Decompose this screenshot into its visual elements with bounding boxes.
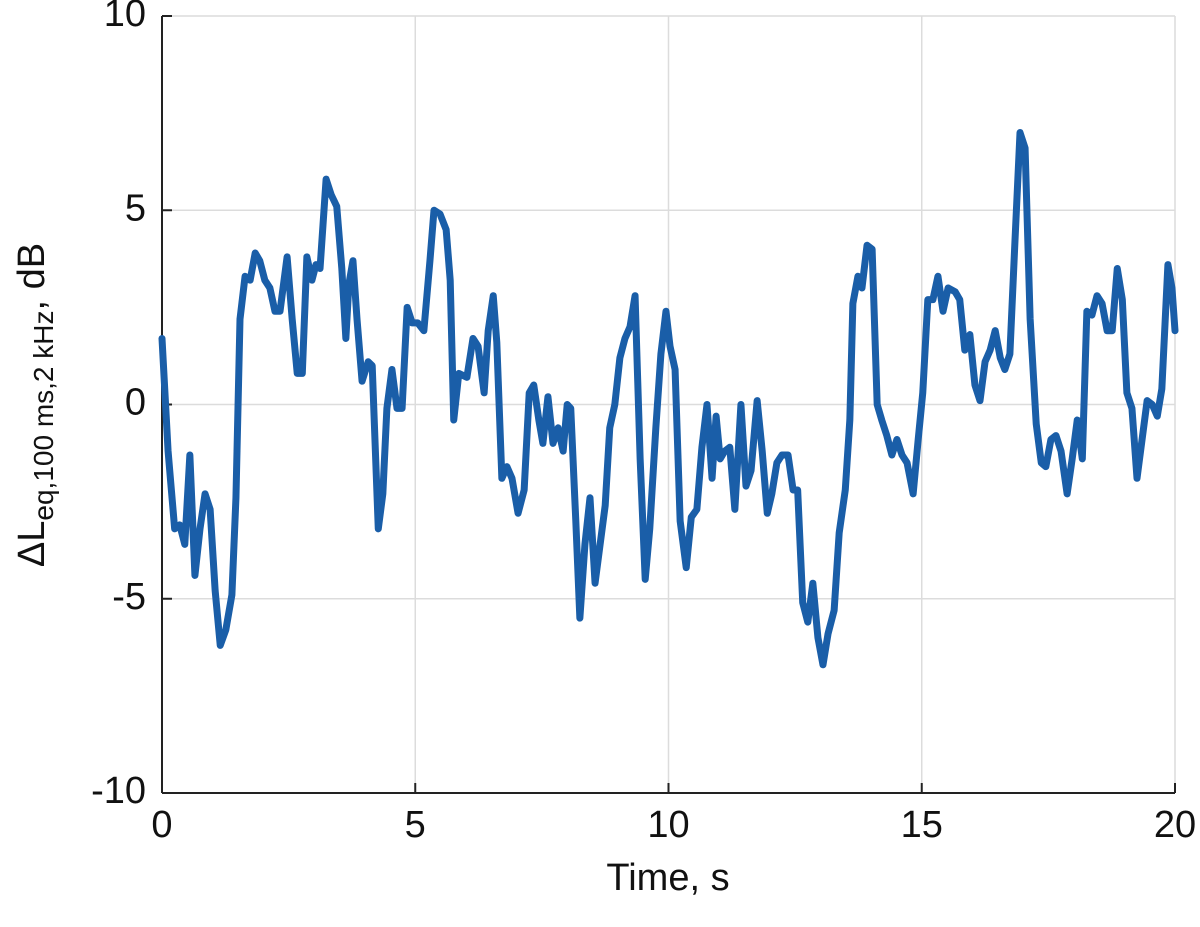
y-label-subscript: eq,100 ms,2 kHz [28,310,59,520]
x-tick-label: 0 [151,804,172,846]
x-tick-label: 20 [1154,804,1196,846]
y-axis-label: ΔLeq,100 ms,2 kHz, dB [11,243,59,567]
y-label-suffix: , dB [11,243,53,311]
data-line [158,129,1179,669]
y-tick-label: 0 [125,382,146,424]
x-tick-label: 10 [647,804,689,846]
x-tick-label: 15 [901,804,943,846]
x-tick-label: 5 [405,804,426,846]
y-tick-label: 5 [125,187,146,229]
x-axis-label: Time, s [606,857,729,899]
y-tick-label: -5 [112,576,146,618]
y-label-main: ΔL [11,521,53,568]
y-tick-label: 10 [104,0,146,35]
y-tick-label: -10 [91,770,146,812]
